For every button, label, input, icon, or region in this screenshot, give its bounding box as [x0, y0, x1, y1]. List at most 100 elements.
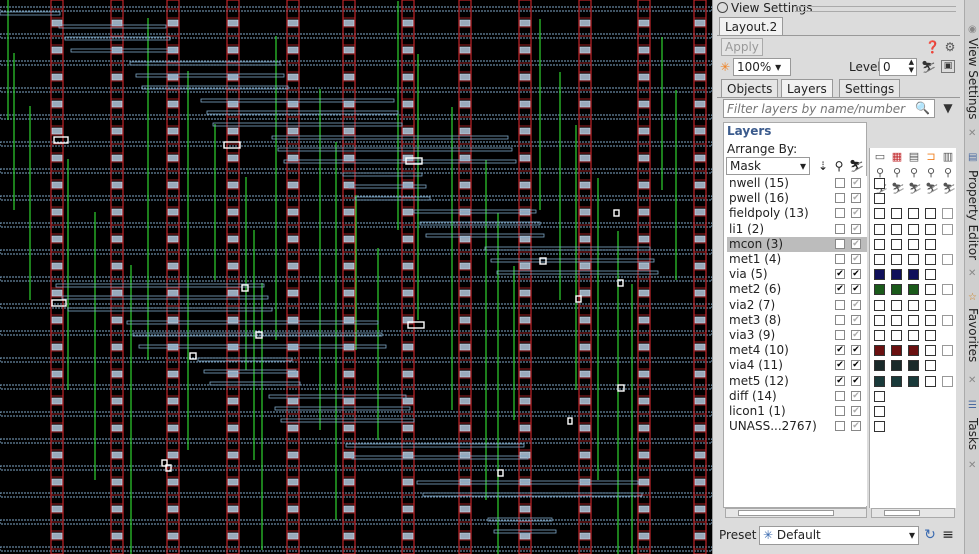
menu-icon[interactable]: ≡	[942, 527, 954, 543]
layer-swatch[interactable]	[908, 284, 919, 296]
layer-swatch[interactable]	[908, 208, 919, 220]
layer-selectable-checkbox[interactable]: ✔	[851, 345, 861, 356]
layer-swatch[interactable]	[874, 269, 885, 281]
layer-visible-checkbox[interactable]	[835, 390, 845, 401]
layer-swatch[interactable]	[925, 269, 936, 281]
layout-canvas[interactable]	[0, 0, 712, 554]
layer-selectable-checkbox[interactable]: ✔	[851, 269, 861, 280]
layer-visible-checkbox[interactable]	[835, 314, 845, 325]
sidebar-close-icon[interactable]: ✕	[968, 268, 977, 279]
layer-swatch[interactable]	[874, 193, 885, 205]
layer-swatch[interactable]	[925, 254, 936, 265]
layer-visible-checkbox[interactable]: ✔	[835, 284, 845, 295]
layer-swatch[interactable]	[925, 375, 936, 387]
layer-swatch[interactable]	[874, 208, 885, 220]
sidebar-close-icon[interactable]: ✕	[968, 128, 977, 139]
grid-header-icon[interactable]: ⚲	[875, 166, 885, 179]
layer-visible-checkbox[interactable]	[835, 178, 845, 188]
layer-row[interactable]: li1 (2) ✔	[727, 222, 867, 237]
layer-visible-checkbox[interactable]: ✔	[835, 360, 845, 371]
grid-header-icon[interactable]: ⚲	[926, 166, 936, 179]
layer-row[interactable]: met1 (4) ✔	[727, 252, 867, 267]
grid-header-icon[interactable]: ▥	[942, 150, 954, 163]
grid-header-icon[interactable]: ⚲	[892, 166, 902, 179]
layer-visible-checkbox[interactable]	[835, 406, 845, 416]
layer-selectable-checkbox[interactable]: ✔	[851, 330, 861, 340]
layer-row[interactable]: via4 (11) ✔ ✔	[727, 358, 867, 373]
subtab-settings[interactable]: Settings	[839, 79, 901, 97]
layer-visible-checkbox[interactable]	[835, 193, 845, 204]
grid-header-icon[interactable]: ⚲	[943, 166, 953, 179]
layer-swatch[interactable]	[942, 254, 953, 265]
layer-swatch[interactable]	[874, 284, 885, 296]
layer-list-scroll-thumb[interactable]	[738, 510, 834, 516]
layer-swatch[interactable]	[925, 284, 936, 296]
layer-selectable-checkbox[interactable]: ✔	[851, 208, 861, 219]
layer-row[interactable]: nwell (15) ✔	[727, 176, 867, 191]
sidebar-item-favorites[interactable]: Favorites	[966, 308, 979, 363]
layer-selectable-checkbox[interactable]: ✔	[851, 421, 861, 432]
layer-swatch[interactable]	[925, 330, 936, 341]
layer-swatch[interactable]	[874, 238, 885, 250]
layer-row[interactable]: licon1 (1) ✔	[727, 404, 867, 419]
layer-swatch[interactable]	[891, 238, 902, 250]
layer-row[interactable]: via3 (9) ✔	[727, 328, 867, 343]
layer-selectable-checkbox[interactable]: ✔	[851, 360, 861, 371]
layer-visible-checkbox[interactable]	[835, 421, 845, 432]
layer-swatch[interactable]	[925, 238, 936, 250]
layer-swatch[interactable]	[891, 208, 902, 220]
grid-scroll-thumb[interactable]	[884, 510, 920, 516]
sidebar-item-tasks[interactable]: Tasks	[966, 418, 979, 451]
layer-visible-checkbox[interactable]	[835, 330, 845, 340]
grid-header-icon[interactable]: ▭	[874, 150, 886, 163]
sidebar-dock-icon[interactable]: ◉	[968, 24, 977, 35]
filter-layers-input[interactable]	[723, 99, 935, 118]
layer-row[interactable]: UNASS...2767) ✔	[727, 419, 867, 434]
zoom-select[interactable]: 100% ▾	[733, 58, 791, 76]
panel-dock-icon[interactable]	[717, 2, 728, 13]
sidebar-item-view-settings[interactable]: View Settings	[966, 38, 979, 120]
layer-swatch[interactable]	[891, 360, 902, 372]
layer-swatch[interactable]	[942, 284, 953, 296]
layer-swatch[interactable]	[874, 421, 885, 433]
grid-header-icon[interactable]: ⚲	[909, 166, 919, 179]
grid-header-icon[interactable]: ⛷	[942, 182, 956, 195]
layer-swatch[interactable]	[908, 269, 919, 281]
layer-row[interactable]: met5 (12) ✔ ✔	[727, 374, 867, 389]
layer-visible-checkbox[interactable]	[835, 254, 845, 264]
grid-header-icon[interactable]: ▤	[908, 150, 920, 163]
layer-swatch[interactable]	[925, 208, 936, 220]
layer-swatch[interactable]	[891, 284, 902, 296]
layer-row[interactable]: via (5) ✔ ✔	[727, 267, 867, 282]
layer-swatch[interactable]	[908, 254, 919, 265]
layer-swatch[interactable]	[908, 330, 919, 341]
layer-selectable-checkbox[interactable]: ✔	[851, 299, 861, 310]
layer-swatch[interactable]	[891, 299, 902, 311]
layer-swatch[interactable]	[874, 254, 885, 265]
layer-swatch[interactable]	[874, 375, 885, 387]
grid-header-icon[interactable]: ⛷	[891, 182, 905, 195]
gear-icon[interactable]: ⚙	[944, 40, 956, 54]
layer-selectable-checkbox[interactable]: ✔	[851, 284, 861, 295]
layer-selectable-checkbox[interactable]: ✔	[851, 193, 861, 204]
layer-row[interactable]: pwell (16) ✔	[727, 191, 867, 206]
subtab-layers[interactable]: Layers	[781, 79, 833, 97]
layer-swatch[interactable]	[925, 299, 936, 311]
layer-list-scrollbar[interactable]	[725, 508, 867, 518]
layer-selectable-checkbox[interactable]: ✔	[851, 238, 861, 249]
layer-swatch[interactable]	[874, 360, 885, 372]
layer-swatch[interactable]	[925, 360, 936, 372]
layer-swatch[interactable]	[874, 345, 885, 357]
layer-swatch[interactable]	[942, 223, 953, 235]
layer-visible-checkbox[interactable]: ✔	[835, 375, 845, 386]
layer-swatch[interactable]	[925, 314, 936, 326]
layer-swatch[interactable]	[908, 375, 919, 387]
refresh-icon[interactable]: ↻	[924, 527, 936, 543]
layer-swatch[interactable]	[925, 345, 936, 357]
subtab-objects[interactable]: Objects	[721, 79, 779, 97]
layer-row[interactable]: diff (14) ✔	[727, 389, 867, 404]
panel-title-grip[interactable]	[795, 6, 956, 12]
layer-row[interactable]: met2 (6) ✔ ✔	[727, 282, 867, 297]
layer-swatch[interactable]	[874, 390, 885, 402]
layer-swatch[interactable]	[891, 269, 902, 281]
